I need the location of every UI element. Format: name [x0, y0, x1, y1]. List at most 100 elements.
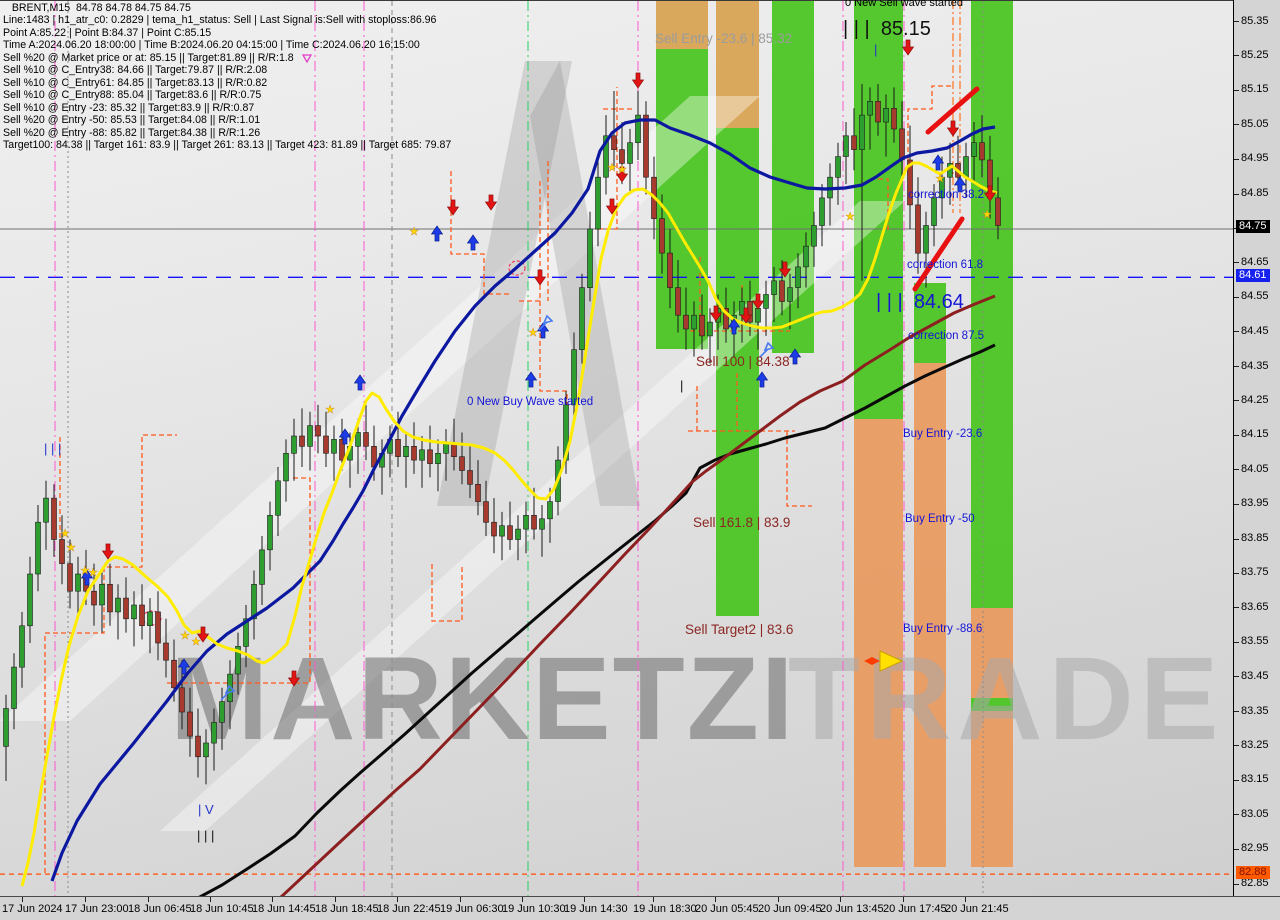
- price-tick-label: 83.75: [1241, 566, 1269, 578]
- signal-markers: ★★★★★ ★★★★★ ★★★★: [60, 39, 997, 701]
- price-tick-label: 82.85: [1241, 877, 1269, 889]
- candle-body: [395, 439, 401, 457]
- buy-arrow-icon: [755, 371, 769, 388]
- sell-arrow-icon: [778, 261, 792, 278]
- candle-body: [403, 445, 409, 457]
- watermark-streak: [0, 96, 760, 721]
- price-tick-label: 83.45: [1241, 670, 1269, 682]
- star-icon: ★: [982, 209, 992, 221]
- price-tick-label: 83.05: [1241, 808, 1269, 820]
- candle-body: [995, 197, 1001, 226]
- zone-band: [914, 283, 946, 363]
- price-tick-label: 84.45: [1241, 325, 1269, 337]
- price-tick-label: 83.15: [1241, 773, 1269, 785]
- candle-body: [515, 528, 521, 540]
- price-tick-label: 84.65: [1241, 256, 1269, 268]
- candle-body: [611, 135, 617, 150]
- sell-arrow-icon: [533, 269, 547, 286]
- candle-body: [331, 439, 337, 454]
- candle-body: [963, 156, 969, 178]
- candle-body: [579, 287, 585, 351]
- candle-body: [219, 701, 225, 723]
- candle-body: [467, 470, 473, 485]
- candle-body: [339, 439, 345, 461]
- price-tick-label: 84.05: [1241, 463, 1269, 475]
- time-tick-label: 19 Jun 18:30: [633, 903, 697, 915]
- candle-body: [267, 514, 273, 551]
- sell-arrow-icon: [484, 194, 498, 211]
- pattern-marker: [508, 260, 526, 276]
- candle-body: [547, 501, 553, 520]
- ma-navy-line: [50, 118, 996, 882]
- candle-body: [635, 114, 641, 143]
- candle-body: [539, 518, 545, 530]
- candles: [3, 84, 1001, 785]
- sell-arrow-icon: [446, 199, 460, 216]
- time-tick-label: 20 Jun 21:45: [945, 903, 1009, 915]
- sell-arrow-icon: [983, 185, 997, 202]
- price-tick-label: 83.35: [1241, 705, 1269, 717]
- candle-body: [11, 666, 17, 709]
- chart-area[interactable]: MARKETZI TRADE ★ ★ ★ ★ ★ ★ ★ ★ ★ ★ ★ ★ ★ ★ 0 New Sell w…: [0, 0, 1233, 897]
- candle-body: [187, 711, 193, 737]
- price-tick-label: 83.55: [1241, 635, 1269, 647]
- candle-body: [923, 225, 929, 254]
- time-tick-label: 18 Jun 22:45: [377, 903, 441, 915]
- star-icon: ★: [80, 565, 90, 577]
- time-tick: [397, 897, 398, 902]
- price-tick: [1234, 435, 1239, 436]
- time-axis[interactable]: 17 Jun 2024 17 Jun 23:00 18 Jun 06:45 18 Ju…: [0, 896, 1280, 920]
- zone-band: [716, 128, 759, 616]
- candle-body: [211, 722, 217, 744]
- time-tick: [460, 897, 461, 902]
- sell-arrow-icon: [196, 626, 210, 643]
- price-tick: [1234, 573, 1239, 574]
- candle-body: [155, 611, 161, 644]
- candle-body: [675, 287, 681, 316]
- price-axis[interactable]: 85.35 85.25 85.15 85.05 84.95 84.85 84.75 84.65…: [1233, 0, 1280, 896]
- time-tick-label: 20 Jun 13:45: [820, 903, 884, 915]
- candle-body: [811, 225, 817, 247]
- candle-body: [755, 307, 761, 323]
- price-tick: [1234, 194, 1239, 195]
- candle-body: [107, 583, 113, 613]
- candle-body: [763, 294, 769, 309]
- time-tick-label: 18 Jun 06:45: [128, 903, 192, 915]
- price-marker-label-82.88: 82.88: [1236, 866, 1270, 879]
- price-tick: [1234, 400, 1239, 401]
- candle-body: [851, 135, 857, 150]
- price-tick-label: 83.95: [1241, 497, 1269, 509]
- info-overlay: BRENT,M15 84.78 84.78 84.75 84.75 Line:14…: [3, 2, 451, 151]
- candle-body: [939, 176, 945, 199]
- candle-body: [51, 497, 57, 540]
- star-icon: ★: [617, 164, 627, 176]
- candle-body: [91, 590, 97, 606]
- envelope-path: [167, 477, 311, 684]
- sell-arrow-icon: [615, 166, 629, 183]
- candle-body: [571, 349, 577, 406]
- price-tick: [1234, 711, 1239, 712]
- price-tick-label: 84.95: [1241, 152, 1269, 164]
- hollow-arrow-icon: [759, 341, 775, 358]
- sell-arrow-icon: [287, 670, 301, 687]
- watermark-text-trade: TRADE: [788, 633, 1224, 765]
- zone-band: [772, 1, 814, 353]
- candle-body: [75, 573, 81, 592]
- candle-body: [915, 204, 921, 254]
- candle-body: [835, 156, 841, 178]
- candle-body: [299, 435, 305, 447]
- info-line: Sell %10 @ C_Entry88: 85.04 || Target:83…: [3, 89, 262, 102]
- sell-arrow-icon: [901, 39, 915, 56]
- time-tick-label: 19 Jun 10:30: [502, 903, 566, 915]
- candle-body: [3, 708, 9, 747]
- time-tick: [85, 897, 86, 902]
- zone-band: [854, 419, 903, 867]
- price-tick-label: 84.35: [1241, 360, 1269, 372]
- price-tick: [1234, 780, 1239, 781]
- price-tick-label: 84.85: [1241, 187, 1269, 199]
- candle-body: [507, 525, 513, 540]
- price-marker-label-84.61: 84.61: [1236, 269, 1270, 282]
- price-tick-label: 85.25: [1241, 49, 1269, 61]
- price-tick-label: 83.85: [1241, 532, 1269, 544]
